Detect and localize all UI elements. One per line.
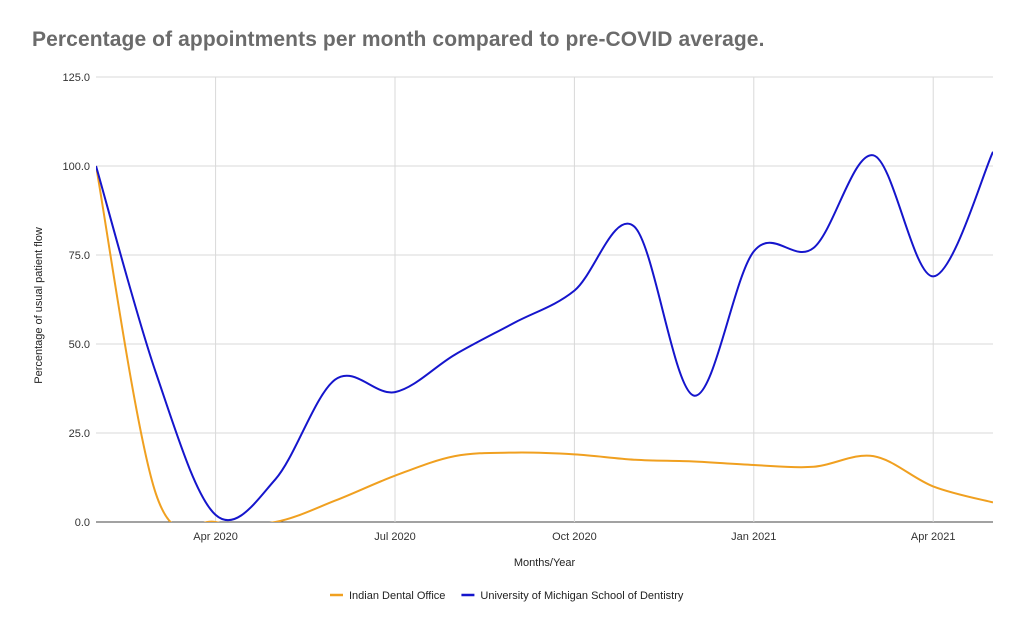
series-lines xyxy=(96,151,993,522)
y-axis-ticks: 0.0 25.0 50.0 75.0 100.0 125.0 xyxy=(62,72,90,529)
x-tick-label: Jan 2021 xyxy=(731,531,776,543)
legend: Indian Dental Office University of Michig… xyxy=(330,590,684,602)
y-tick-label: 125.0 xyxy=(62,72,90,84)
x-tick-label: Apr 2020 xyxy=(193,531,238,543)
legend-label: University of Michigan School of Dentist… xyxy=(480,590,683,602)
y-tick-label: 25.0 xyxy=(69,428,90,440)
y-tick-label: 50.0 xyxy=(69,339,90,351)
chart-title: Percentage of appointments per month com… xyxy=(32,28,765,51)
grid-lines xyxy=(96,76,993,523)
x-tick-label: Jul 2020 xyxy=(374,531,416,543)
y-tick-label: 75.0 xyxy=(69,250,90,262)
series-line-1 xyxy=(96,151,993,522)
x-axis-label: Months/Year xyxy=(514,557,576,569)
legend-label: Indian Dental Office xyxy=(349,590,445,602)
series-line-0 xyxy=(96,165,993,522)
x-axis-ticks: Apr 2020 Jul 2020 Oct 2020 Jan 2021 Apr 2021 xyxy=(193,531,955,543)
y-tick-label: 0.0 xyxy=(75,517,90,529)
y-axis-label: Percentage of usual patient flow xyxy=(33,227,45,384)
x-tick-label: Apr 2021 xyxy=(911,531,956,543)
y-tick-label: 100.0 xyxy=(62,161,90,173)
x-tick-label: Oct 2020 xyxy=(552,531,597,543)
